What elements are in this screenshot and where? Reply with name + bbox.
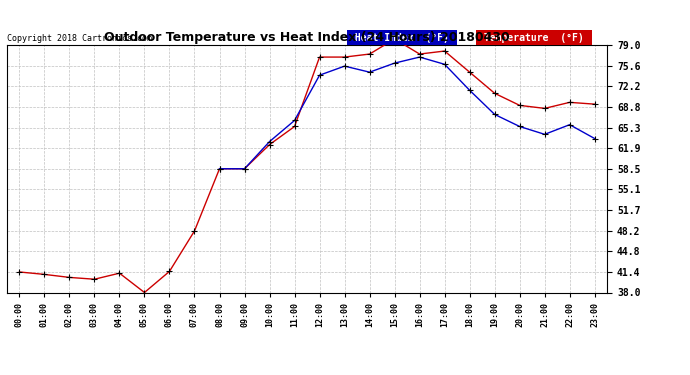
Text: Heat Index  (°F): Heat Index (°F) — [349, 33, 455, 42]
Text: Temperature  (°F): Temperature (°F) — [478, 33, 590, 42]
Text: Copyright 2018 Cartronics.com: Copyright 2018 Cartronics.com — [7, 33, 152, 42]
Title: Outdoor Temperature vs Heat Index (24 Hours) 20180430: Outdoor Temperature vs Heat Index (24 Ho… — [104, 31, 510, 44]
